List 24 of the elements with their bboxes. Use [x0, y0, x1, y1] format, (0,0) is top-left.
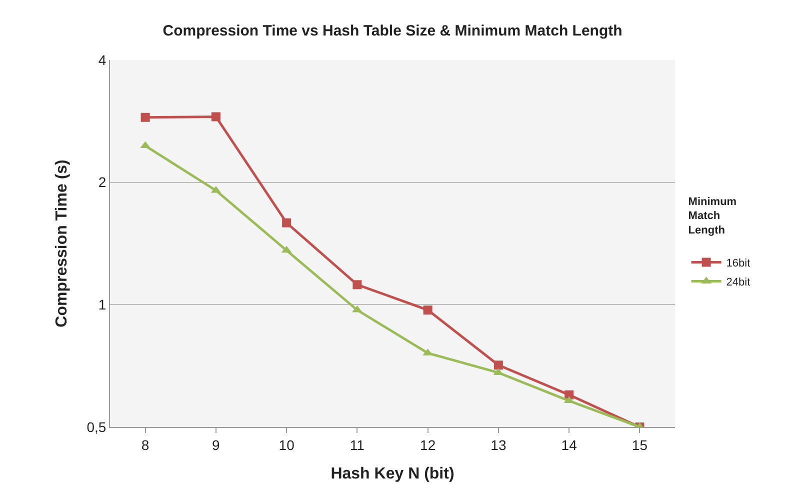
chart-title: Compression Time vs Hash Table Size & Minimum Match Length [162, 22, 622, 40]
x-tick-label: 13 [490, 436, 506, 453]
x-tick-label: 8 [141, 436, 150, 453]
point [423, 306, 432, 315]
x-tick-label: 15 [632, 436, 648, 453]
legend-label: 16bit [726, 257, 750, 270]
x-tick-label: 10 [278, 436, 295, 453]
point [494, 360, 503, 370]
point [352, 280, 362, 290]
y-tick-label: 2 [98, 174, 106, 190]
point [211, 112, 220, 122]
x-axis-title: Hash Key N (bit) [330, 466, 454, 482]
y-tick-label: 1 [98, 296, 106, 313]
x-tick-label: 9 [212, 436, 220, 453]
x-tick-label: 11 [350, 436, 365, 453]
y-axis-title: Compression Time (s) [54, 160, 71, 328]
point [282, 218, 292, 228]
y-tick-label: 4 [98, 52, 106, 68]
x-tick-label: 14 [561, 436, 578, 453]
legend-title: Minimum Match Length [688, 196, 737, 236]
x-tick-label: 12 [420, 436, 436, 453]
point [140, 112, 150, 122]
legend-label: 24bit [726, 276, 750, 288]
y-tick-label: 0,5 [86, 418, 106, 435]
